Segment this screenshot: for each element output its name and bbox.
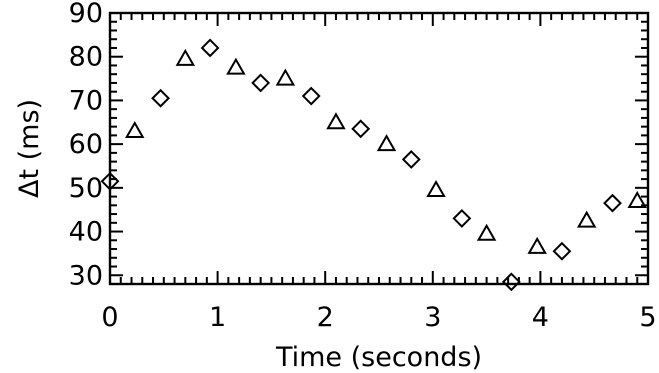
triangle-marker: [125, 121, 145, 139]
y-axis-title: Δt (ms): [14, 99, 45, 198]
diamond-marker: [301, 86, 321, 106]
triangle-marker: [326, 112, 346, 130]
triangle-marker: [576, 210, 597, 228]
triangle-marker: [275, 68, 296, 86]
triangle-marker: [376, 134, 397, 152]
triangle-marker: [426, 180, 446, 198]
diamond-marker: [151, 88, 170, 108]
y-tick-label: 80: [69, 42, 103, 73]
triangle-marker: [476, 223, 497, 241]
x-tick-label: 2: [317, 302, 334, 333]
diamond-marker: [251, 73, 271, 93]
data-markers: [100, 38, 647, 292]
x-tick-label: 5: [639, 302, 656, 333]
diamond-marker: [552, 241, 572, 261]
y-tick-label: 50: [69, 173, 103, 204]
x-axis-title: Time (seconds): [275, 342, 482, 373]
diamond-marker: [603, 193, 622, 213]
tick-labels: 0 1 2 3 4 5 30 40 50 60 70 80 90: [69, 0, 657, 333]
y-tick-label: 40: [69, 217, 103, 248]
plot-frame: [108, 11, 650, 286]
y-tick-label: 30: [69, 260, 103, 291]
diamond-marker: [200, 38, 220, 58]
diamond-marker: [501, 272, 521, 292]
diamond-marker: [401, 150, 421, 169]
y-tick-label: 90: [69, 0, 103, 29]
x-tick-label: 4: [532, 302, 549, 333]
diamond-marker: [452, 209, 472, 228]
triangle-marker: [226, 57, 246, 75]
x-tick-label: 1: [209, 302, 226, 333]
x-tick-label: 3: [424, 302, 441, 333]
y-tick-label: 70: [69, 85, 103, 116]
y-tick-label: 60: [69, 129, 103, 160]
x-tick-label: 0: [101, 302, 118, 333]
triangle-marker: [527, 236, 547, 254]
diamond-marker: [351, 119, 371, 139]
triangle-marker: [175, 48, 196, 66]
triangle-marker: [627, 190, 647, 208]
